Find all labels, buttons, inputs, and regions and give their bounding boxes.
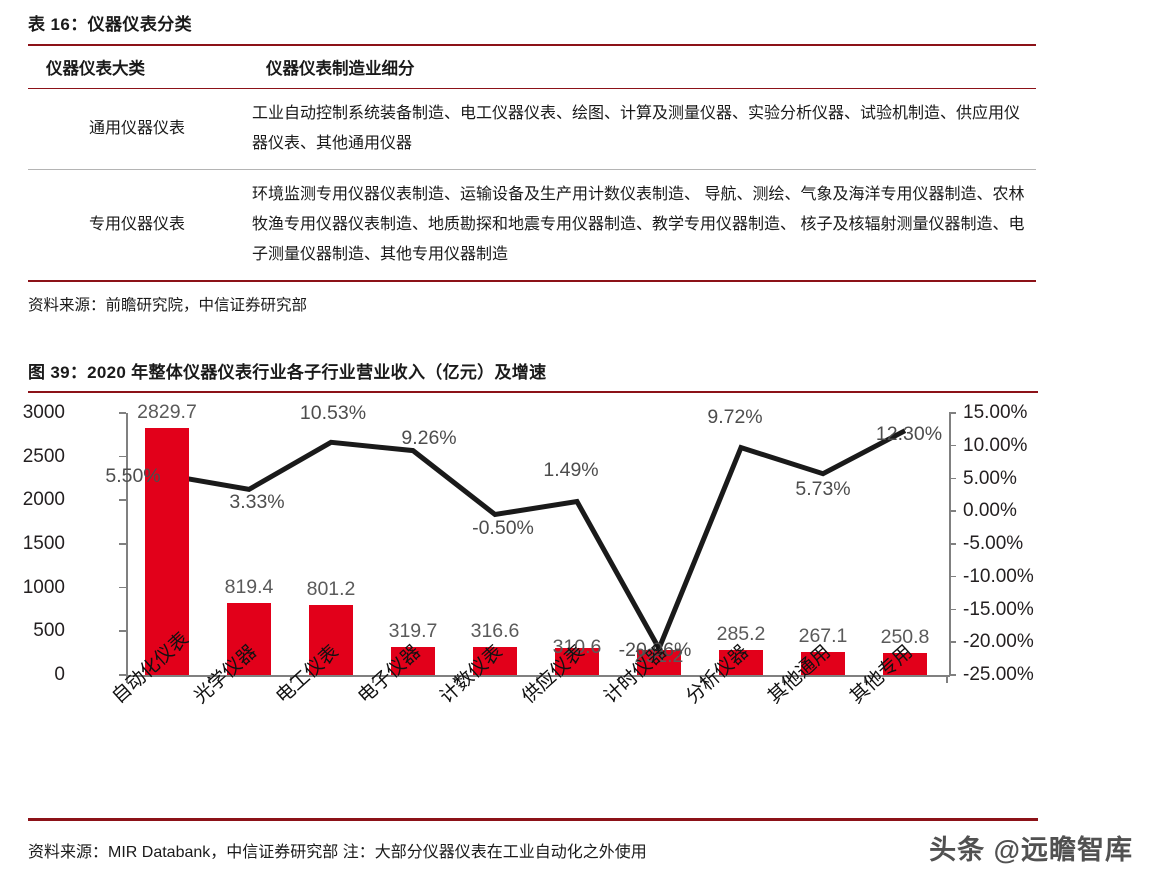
- growth-value-label: 12.30%: [875, 422, 943, 445]
- y-axis-right-tick: [949, 412, 956, 414]
- column-header-category: 仪器仪表大类: [28, 44, 248, 89]
- growth-value-label: -20.96%: [618, 638, 692, 661]
- x-axis-tick: [208, 675, 210, 683]
- y-axis-right-tick: [949, 674, 956, 676]
- y-axis-right-label: -10.00%: [963, 565, 1034, 587]
- cell-detail: 工业自动控制系统装备制造、电工仪器仪表、绘图、计算及测量仪器、实验分析仪器、试验…: [248, 88, 1036, 170]
- y-axis-right-tick: [949, 543, 956, 545]
- y-axis-right-tick: [949, 510, 956, 512]
- table-header-row: 仪器仪表大类 仪器仪表制造业细分: [28, 44, 1036, 89]
- growth-line-series: [166, 428, 907, 655]
- bar-供应仪表: [555, 647, 599, 675]
- growth-value-label: 3.33%: [229, 491, 285, 514]
- growth-value-label: 9.26%: [401, 426, 457, 449]
- bar-光学仪器: [227, 603, 271, 675]
- cell-category: 通用仪器仪表: [28, 88, 248, 170]
- table-source-note: 资料来源：前瞻研究院，中信证券研究部: [28, 297, 308, 314]
- y-axis-left-tick: [119, 630, 126, 632]
- x-axis-tick: [946, 675, 948, 683]
- cell-detail: 环境监测专用仪器仪表制造、运输设备及生产用计数仪表制造、 导航、测绘、气象及海洋…: [248, 169, 1036, 282]
- x-axis-tick: [700, 675, 702, 683]
- x-axis-tick: [782, 675, 784, 683]
- x-axis-line: [126, 675, 950, 677]
- y-axis-right-label: -5.00%: [963, 533, 1024, 554]
- x-axis-tick: [290, 675, 292, 683]
- table-head: 仪器仪表大类 仪器仪表制造业细分: [28, 44, 1036, 89]
- y-axis-left-label: 3000: [22, 402, 65, 423]
- bar-value-label: 2829.7: [137, 400, 197, 423]
- x-axis-tick: [864, 675, 866, 683]
- x-axis-tick: [126, 675, 128, 683]
- growth-value-label: 5.50%: [105, 465, 161, 488]
- bar-其他专用: [883, 653, 927, 675]
- x-axis-tick: [536, 675, 538, 683]
- bar-value-label: 819.4: [224, 576, 274, 599]
- y-axis-right-label: 15.00%: [963, 402, 1028, 423]
- y-axis-left-label: 500: [33, 620, 65, 642]
- column-header-detail: 仪器仪表制造业细分: [248, 44, 1036, 89]
- classification-table: 仪器仪表大类 仪器仪表制造业细分 通用仪器仪表 工业自动控制系统装备制造、电工仪…: [28, 44, 1036, 282]
- bar-value-label: 250.8: [880, 626, 930, 649]
- y-axis-right-label: 5.00%: [963, 467, 1017, 489]
- y-axis-right-label: -15.00%: [963, 598, 1034, 620]
- bar-value-label: 319.7: [388, 620, 438, 643]
- table-row: 专用仪器仪表 环境监测专用仪器仪表制造、运输设备及生产用计数仪表制造、 导航、测…: [28, 169, 1036, 282]
- bar-电工仪表: [309, 605, 353, 675]
- x-axis-tick: [454, 675, 456, 683]
- cell-category: 专用仪器仪表: [28, 169, 248, 282]
- y-axis-left-label: 2500: [22, 445, 65, 467]
- table-row: 通用仪器仪表 工业自动控制系统装备制造、电工仪器仪表、绘图、计算及测量仪器、实验…: [28, 88, 1036, 170]
- y-axis-right-tick: [949, 477, 956, 480]
- table-16-block: 表 16：仪器仪表分类 仪器仪表大类 仪器仪表制造业细分 通用仪器仪表 工业自动…: [28, 10, 1036, 315]
- y-axis-left-tick: [119, 412, 126, 414]
- y-axis-left-tick: [119, 543, 126, 545]
- bar-value-label: 291.2: [634, 644, 684, 667]
- table-caption: 表 16：仪器仪表分类: [28, 15, 193, 34]
- combo-chart: 0 500 1000 1500 2000 2500 3000 -25.00% -20.00% -1…: [23, 400, 1128, 831]
- growth-value-label: 5.73%: [795, 477, 851, 500]
- growth-value-label: 1.49%: [543, 459, 599, 482]
- bar-value-label: 316.6: [470, 620, 520, 643]
- y-axis-right-label: 10.00%: [963, 434, 1028, 456]
- x-axis-tick: [372, 675, 374, 683]
- y-axis-left-tick: [119, 455, 126, 458]
- figure-caption: 图 39：2020 年整体仪器仪表行业各子行业营业收入（亿元）及增速: [28, 358, 1038, 393]
- y-axis-right-tick: [949, 641, 956, 643]
- growth-value-label: 10.53%: [299, 402, 367, 425]
- y-axis-left-tick: [119, 674, 126, 676]
- y-axis-left-line: [126, 413, 128, 675]
- y-axis-left-tick: [119, 586, 126, 589]
- figure-source-note: 资料来源：MIR Databank，中信证券研究部 注：大部分仪器仪表在工业自动…: [28, 844, 647, 861]
- y-axis-right-tick: [949, 444, 956, 447]
- figure-39-block: 图 39：2020 年整体仪器仪表行业各子行业营业收入（亿元）及增速 0 500 1…: [23, 358, 1038, 831]
- bar-自动化仪表: [145, 427, 189, 675]
- y-axis-left-label: 1500: [22, 533, 65, 554]
- footer-divider: [28, 818, 1038, 821]
- y-axis-left-tick: [119, 499, 126, 501]
- growth-value-label: -0.50%: [472, 516, 534, 539]
- y-axis-right-label: -20.00%: [963, 631, 1034, 653]
- y-axis-left-label: 1000: [22, 576, 65, 598]
- watermark-label: 头条 @远瞻智库: [929, 835, 1133, 865]
- bar-其他通用: [801, 651, 845, 675]
- bar-value-label: 801.2: [306, 578, 356, 601]
- y-axis-left-label: 0: [54, 664, 65, 685]
- bar-value-label: 267.1: [798, 624, 848, 647]
- y-axis-right-label: -25.00%: [963, 664, 1034, 685]
- bar-value-label: 310.6: [552, 635, 602, 658]
- table-body: 通用仪器仪表 工业自动控制系统装备制造、电工仪器仪表、绘图、计算及测量仪器、实验…: [28, 88, 1036, 282]
- plot-area: [126, 413, 946, 675]
- y-axis-left-label: 2000: [22, 489, 65, 511]
- growth-value-label: 9.72%: [707, 405, 763, 428]
- x-axis-tick: [618, 675, 620, 683]
- bar-分析仪器: [719, 650, 763, 675]
- y-axis-right-tick: [949, 575, 956, 578]
- bar-电子仪器: [391, 647, 435, 675]
- y-axis-right-label: 0.00%: [963, 500, 1017, 522]
- bar-计数仪表: [473, 647, 517, 675]
- bar-value-label: 285.2: [716, 623, 766, 646]
- y-axis-right-tick: [949, 608, 956, 611]
- bar-计时仪器: [637, 649, 681, 675]
